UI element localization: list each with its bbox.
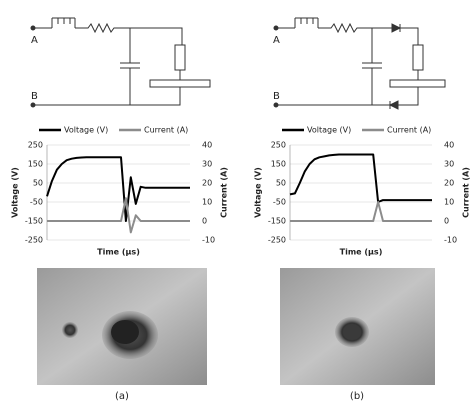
series-line bbox=[47, 197, 190, 234]
y-axis-label: Voltage (V) bbox=[254, 167, 263, 218]
terminal-label: B bbox=[273, 91, 280, 102]
y-tick-label: -150 bbox=[268, 217, 286, 226]
terminal-label: A bbox=[273, 35, 280, 46]
legend-label: Current (A) bbox=[144, 126, 188, 135]
y-tick-label: -50 bbox=[273, 198, 286, 207]
x-axis-label: Time (µs) bbox=[97, 248, 140, 257]
y-axis-label: Voltage (V) bbox=[11, 167, 20, 218]
y2-tick-label: 40 bbox=[444, 141, 454, 150]
y2-tick-label: 40 bbox=[202, 141, 212, 150]
y-tick-label: 150 bbox=[271, 160, 286, 169]
y-tick-label: -50 bbox=[30, 198, 43, 207]
y2-axis-label: Current (A) bbox=[220, 167, 229, 218]
y2-tick-label: -10 bbox=[202, 236, 215, 245]
y2-axis-label: Current (A) bbox=[462, 167, 471, 218]
panel-label: (a) bbox=[115, 391, 129, 402]
y-tick-label: 50 bbox=[276, 179, 286, 188]
legend-label: Current (A) bbox=[387, 126, 431, 135]
legend-label: Voltage (V) bbox=[307, 126, 351, 135]
y-tick-label: 250 bbox=[271, 141, 286, 150]
series-line bbox=[290, 201, 432, 222]
legend-label: Voltage (V) bbox=[64, 126, 108, 135]
x-axis-label: Time (µs) bbox=[340, 248, 383, 257]
photo-b bbox=[280, 268, 435, 385]
circuit-b bbox=[273, 17, 446, 110]
y2-tick-label: 10 bbox=[202, 198, 212, 207]
y-tick-label: -250 bbox=[268, 236, 286, 245]
y2-tick-label: 30 bbox=[202, 160, 212, 169]
terminal-label: A bbox=[31, 35, 38, 46]
y2-tick-label: 0 bbox=[444, 217, 449, 226]
y2-tick-label: 20 bbox=[202, 179, 212, 188]
y2-tick-label: 20 bbox=[444, 179, 454, 188]
y2-tick-label: -10 bbox=[444, 236, 457, 245]
panel-label: (b) bbox=[350, 391, 364, 402]
y2-tick-label: 0 bbox=[202, 217, 207, 226]
series-line bbox=[289, 153, 432, 203]
series-line bbox=[46, 156, 190, 222]
terminal-label: B bbox=[31, 91, 38, 102]
y-tick-label: -150 bbox=[25, 217, 43, 226]
photo-a bbox=[37, 268, 207, 385]
y2-tick-label: 10 bbox=[444, 198, 454, 207]
y-tick-label: 50 bbox=[33, 179, 43, 188]
y-tick-label: 150 bbox=[28, 160, 43, 169]
y2-tick-label: 30 bbox=[444, 160, 454, 169]
circuit-a bbox=[30, 17, 211, 108]
y-tick-label: 250 bbox=[28, 141, 43, 150]
y-tick-label: -250 bbox=[25, 236, 43, 245]
